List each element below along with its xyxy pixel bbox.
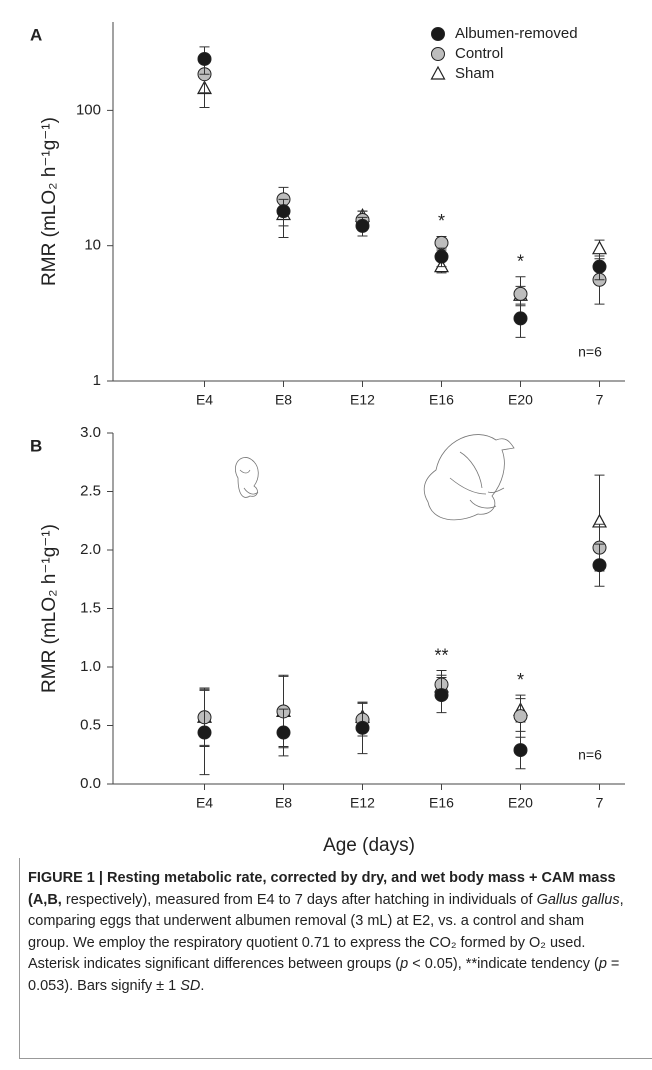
- y-tick-label: 1.5: [80, 599, 101, 616]
- series: [197, 46, 607, 338]
- series: [197, 543, 607, 776]
- caption-text: SD: [180, 977, 201, 994]
- caption-text: < 0.05), **indicate tendency (: [408, 956, 599, 972]
- x-tick-label: E8: [275, 392, 292, 408]
- circle-marker: [197, 51, 212, 66]
- circle-marker: [434, 235, 449, 250]
- legend-label: Sham: [455, 65, 494, 82]
- y-tick-label: 1: [93, 372, 101, 389]
- circle-marker: [592, 558, 607, 573]
- x-tick-label: E20: [508, 392, 533, 408]
- circle-marker: [431, 47, 445, 61]
- y-tick-label: 0.0: [80, 775, 101, 792]
- y-tick-label: 2.5: [80, 482, 101, 499]
- panel-label: B: [30, 436, 42, 455]
- circle-marker: [355, 218, 370, 233]
- series: [196, 474, 608, 748]
- circle-marker: [592, 259, 607, 274]
- y-axis-label: RMR (mLO₂ h⁻¹g⁻¹): [39, 117, 60, 286]
- legend-label: Albumen-removed: [455, 25, 578, 42]
- series: [197, 523, 607, 749]
- x-tick-label: E4: [196, 795, 213, 811]
- x-tick-label: E12: [350, 392, 375, 408]
- x-axis-label: Age (days): [323, 835, 415, 856]
- series: [197, 59, 607, 319]
- legend-label: Control: [455, 45, 503, 62]
- caption: FIGURE 1 | Resting metabolic rate, corre…: [28, 868, 628, 997]
- x-tick-label: E16: [429, 795, 454, 811]
- x-tick-label: E16: [429, 392, 454, 408]
- embryo-illustration: [235, 434, 515, 521]
- series: [196, 73, 608, 307]
- circle-marker: [513, 709, 528, 724]
- caption-text: respectively), measured from E4 to 7 day…: [61, 891, 537, 908]
- significance-marker: *: [438, 211, 445, 231]
- circle-marker: [197, 725, 212, 740]
- caption-text: = 0.053). Bars signify ± 1: [28, 956, 620, 994]
- circle-marker: [513, 286, 528, 301]
- caption-text: Gallus gallus: [536, 891, 620, 908]
- circle-marker: [431, 27, 445, 41]
- x-tick-label: 7: [596, 392, 604, 408]
- y-tick-label: 1.0: [80, 658, 101, 675]
- circle-marker: [276, 725, 291, 740]
- caption-text: .: [200, 977, 205, 994]
- y-tick-label: 2.0: [80, 541, 101, 558]
- circle-marker: [513, 311, 528, 326]
- x-tick-label: E8: [275, 795, 292, 811]
- y-tick-label: 0.5: [80, 716, 101, 733]
- y-tick-label: 3.0: [80, 424, 101, 441]
- sample-size-note: n=6: [578, 344, 602, 360]
- significance-marker: *: [517, 670, 524, 690]
- y-axis-label: RMR (mLO₂ h⁻¹g⁻¹): [39, 524, 60, 693]
- caption-frame: [19, 858, 652, 1059]
- circle-marker: [513, 743, 528, 758]
- x-tick-label: E4: [196, 392, 213, 408]
- triangle-marker: [430, 65, 446, 80]
- x-tick-label: E12: [350, 795, 375, 811]
- sample-size-note: n=6: [578, 747, 602, 763]
- circle-marker: [276, 204, 291, 219]
- panel-label: A: [30, 25, 42, 44]
- x-tick-label: 7: [596, 795, 604, 811]
- significance-marker: **: [434, 645, 448, 665]
- significance-marker: *: [517, 251, 524, 271]
- circle-marker: [355, 720, 370, 735]
- y-tick-label: 100: [76, 101, 101, 118]
- circle-marker: [434, 688, 449, 703]
- caption-text: , comparing eggs that underwent albumen …: [28, 891, 624, 973]
- circle-marker: [434, 249, 449, 264]
- triangle-marker: [591, 240, 608, 255]
- caption-text: FIGURE 1 | Resting metabolic rate, corre…: [28, 870, 616, 908]
- y-tick-label: 10: [84, 237, 101, 254]
- caption-text: p: [400, 956, 409, 972]
- x-tick-label: E20: [508, 795, 533, 811]
- caption-text: p: [598, 956, 607, 972]
